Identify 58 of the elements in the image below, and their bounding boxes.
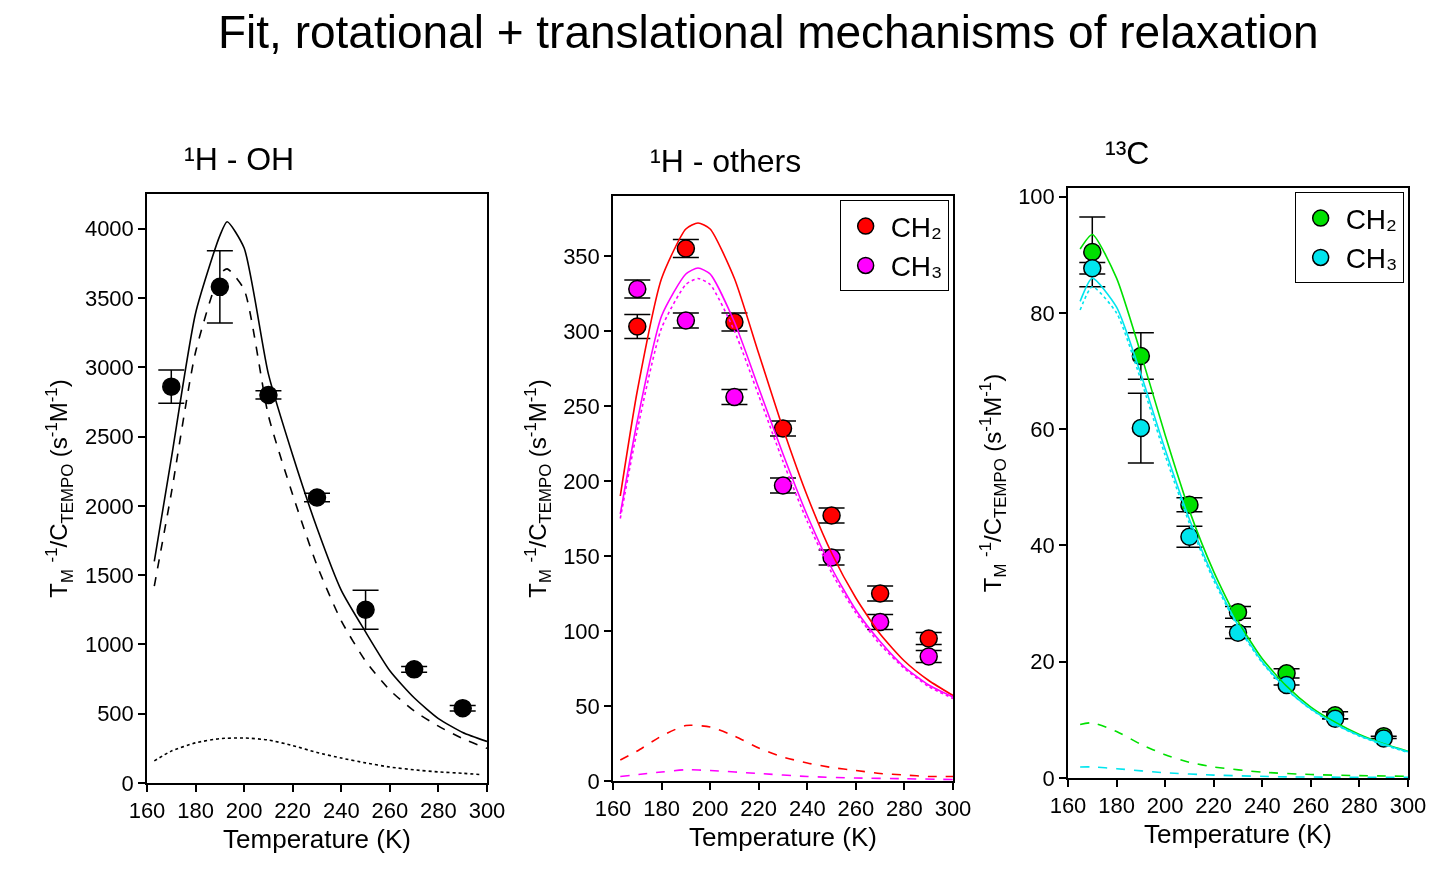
y-tick-label: 0 (1042, 765, 1055, 791)
y-tick-label: 350 (563, 243, 600, 269)
x-tick-label: 160 (594, 796, 632, 822)
x-tick-label: 240 (1243, 793, 1281, 819)
y-tick-label: 100 (563, 618, 600, 644)
x-tick-label: 200 (1146, 793, 1184, 819)
y-tick-label: 2500 (84, 424, 134, 450)
x-tick-label: 300 (1389, 793, 1427, 819)
x-tick-label: 300 (468, 798, 506, 824)
y-tick-label: 0 (121, 770, 134, 796)
y-tick-label: 50 (575, 693, 600, 719)
chart-title: ¹³C (1105, 135, 1150, 171)
x-tick-label: 280 (420, 798, 457, 824)
legend-label: CH₃ (1345, 243, 1398, 275)
legend-label: CH₃ (890, 251, 943, 283)
x-tick-label: 240 (322, 798, 360, 824)
x-tick-label: 200 (225, 798, 263, 824)
x-axis-title: Temperature (K) (1144, 819, 1332, 850)
text: Fit, rotational + translational mechanisms of relaxation (218, 6, 1319, 58)
y-tick-label: 1500 (84, 562, 134, 588)
y-tick-label: 4000 (84, 216, 134, 242)
x-tick-label: 260 (371, 798, 409, 824)
legend-label: CH₂ (890, 211, 942, 243)
y-tick-label: 2000 (84, 493, 134, 519)
y-tick-label: 500 (97, 701, 134, 727)
y-tick-label: 20 (1030, 649, 1055, 675)
chart-title: ¹H - others (650, 143, 802, 179)
x-tick-label: 200 (691, 796, 729, 822)
x-axis-title: Temperature (K) (689, 822, 877, 853)
y-tick-label: 300 (563, 318, 600, 344)
x-axis-title: Temperature (K) (223, 824, 411, 855)
x-tick-label: 280 (886, 796, 923, 822)
y-tick-label: 0 (587, 768, 600, 794)
y-tick-label: 150 (563, 543, 600, 569)
y-tick-label: 100 (1018, 184, 1055, 210)
x-tick-label: 300 (934, 796, 972, 822)
y-tick-label: 200 (563, 468, 600, 494)
x-tick-label: 180 (643, 796, 680, 822)
x-tick-label: 160 (128, 798, 166, 824)
y-tick-label: 40 (1030, 533, 1055, 559)
chart-title: ¹H - OH (184, 141, 295, 177)
x-tick-label: 160 (1049, 793, 1087, 819)
x-tick-label: 240 (788, 796, 826, 822)
x-tick-label: 260 (1292, 793, 1330, 819)
x-tick-label: 220 (274, 798, 312, 824)
y-tick-label: 60 (1030, 416, 1055, 442)
y-tick-label: 3500 (84, 285, 134, 311)
x-tick-label: 180 (1098, 793, 1135, 819)
x-tick-label: 180 (177, 798, 214, 824)
x-tick-label: 260 (837, 796, 875, 822)
y-tick-label: 3000 (84, 354, 134, 380)
x-tick-label: 280 (1341, 793, 1378, 819)
y-tick-label: 1000 (84, 632, 134, 658)
x-tick-label: 220 (740, 796, 778, 822)
x-tick-label: 220 (1195, 793, 1233, 819)
legend-label: CH₂ (1345, 203, 1397, 235)
y-tick-label: 250 (563, 393, 600, 419)
y-tick-label: 80 (1030, 300, 1055, 326)
